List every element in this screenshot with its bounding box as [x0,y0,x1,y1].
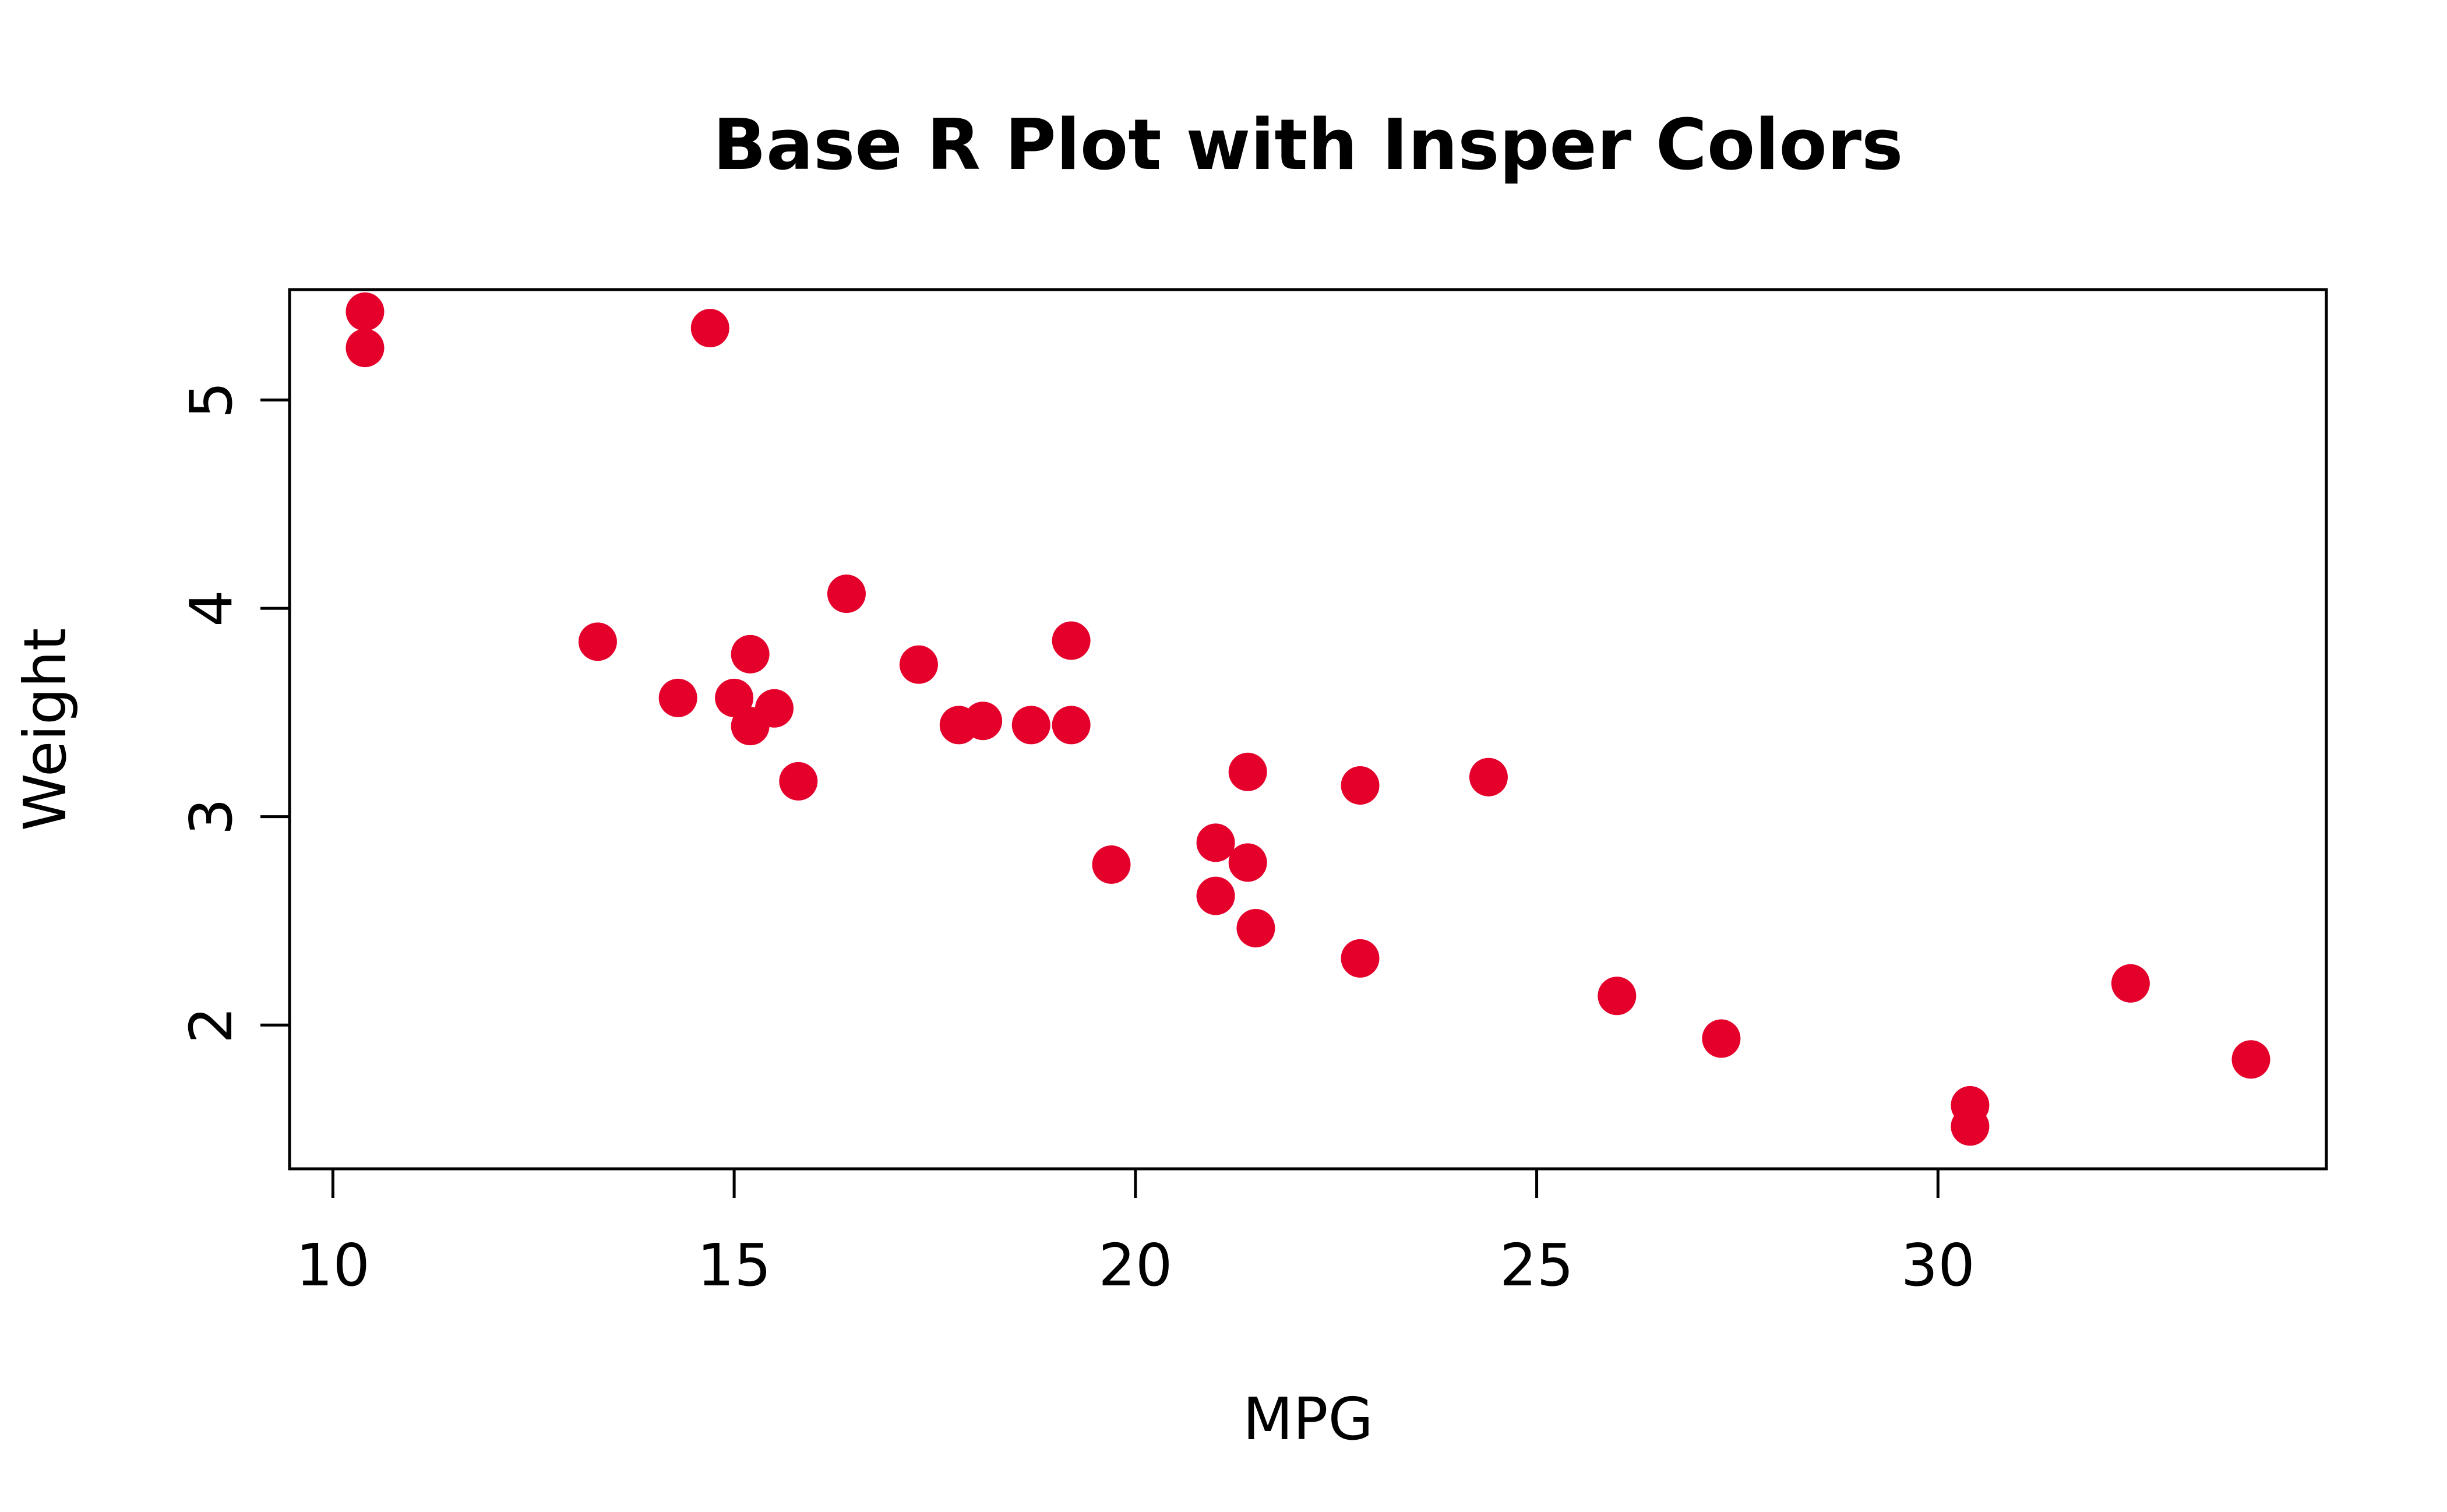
data-point [1951,1107,1990,1146]
data-point [1092,845,1131,884]
data-point [1011,706,1050,745]
data-point [2231,1040,2270,1079]
y-tick-label: 5 [177,382,245,419]
x-axis-label: MPG [1243,1385,1373,1453]
y-axis-label: Weight [11,628,79,831]
x-axis: 10 15 20 25 30 [296,1167,1975,1299]
data-point [1598,977,1637,1016]
x-tick-label: 15 [697,1231,771,1299]
x-tick-label: 25 [1500,1231,1574,1299]
data-point [658,678,697,717]
y-tick-label: 2 [177,1006,245,1044]
y-axis: 2 3 4 5 [177,382,291,1044]
data-point [1052,621,1091,660]
data-point [2111,964,2150,1003]
x-tick-label: 10 [296,1231,370,1299]
x-tick-label: 30 [1901,1231,1975,1299]
data-point [1228,752,1267,791]
plot-frame [288,288,2328,1171]
chart-title: Base R Plot with Insper Colors [713,105,1903,186]
data-point [731,635,770,674]
data-points [345,292,2270,1146]
data-point [1341,766,1380,805]
data-point [1702,1019,1741,1058]
data-point [1196,876,1235,915]
data-point [345,329,385,368]
x-tick-label: 20 [1098,1231,1172,1299]
data-point [1469,757,1508,796]
data-point [1196,823,1235,862]
data-point [345,292,385,331]
data-point [827,575,866,614]
data-point [899,645,938,684]
data-point [779,762,818,801]
data-point [1236,908,1275,947]
data-point [939,706,978,745]
y-tick-label: 3 [177,798,245,836]
data-point [1052,706,1091,745]
y-tick-label: 4 [177,590,245,627]
data-point [1341,939,1380,978]
data-point [731,707,770,746]
data-point [690,309,729,348]
data-point [1228,843,1267,882]
data-point [578,622,617,661]
data-point [715,678,754,717]
